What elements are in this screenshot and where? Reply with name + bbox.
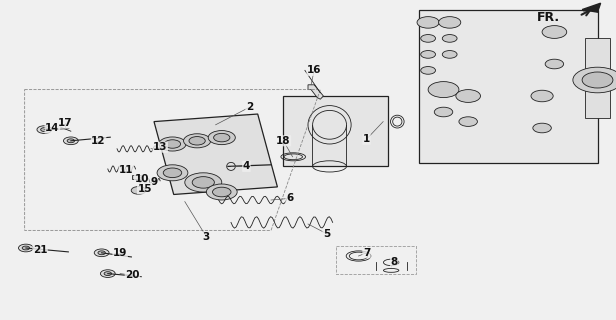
Circle shape [208,131,235,145]
Text: 14: 14 [45,123,60,133]
Circle shape [459,117,477,126]
Text: 17: 17 [57,118,72,128]
Circle shape [417,17,439,28]
Polygon shape [582,3,601,12]
Bar [585,38,610,118]
Circle shape [421,35,436,42]
Circle shape [214,133,230,142]
Bar [336,246,416,274]
Text: 7: 7 [363,248,370,258]
Text: 13: 13 [153,142,168,152]
Circle shape [206,184,237,200]
Text: FR.: FR. [537,11,560,24]
Circle shape [531,90,553,102]
Circle shape [163,168,182,178]
Circle shape [184,134,211,148]
Text: 11: 11 [119,164,134,175]
Circle shape [131,187,146,194]
Text: 2: 2 [246,102,253,112]
Circle shape [582,72,613,88]
Circle shape [533,123,551,133]
Text: 6: 6 [286,193,293,204]
Bar [132,175,141,179]
Circle shape [63,137,78,145]
Text: 4: 4 [243,161,250,172]
Text: 19: 19 [113,248,128,258]
Bar [154,114,277,195]
Circle shape [421,67,436,74]
Polygon shape [308,85,323,99]
Circle shape [67,139,75,143]
Circle shape [442,35,457,42]
Circle shape [164,140,180,148]
Text: 20: 20 [125,270,140,280]
Text: 3: 3 [203,232,210,242]
Circle shape [542,26,567,38]
Circle shape [22,246,30,250]
Circle shape [434,107,453,117]
Text: 5: 5 [323,228,330,239]
Circle shape [192,177,214,188]
Circle shape [157,165,188,181]
Circle shape [159,137,186,151]
Circle shape [428,82,459,98]
Text: 1: 1 [363,134,370,144]
Text: 10: 10 [134,174,149,184]
Text: 12: 12 [91,136,106,146]
Circle shape [185,173,222,192]
Circle shape [439,17,461,28]
Circle shape [421,51,436,58]
Circle shape [573,67,616,93]
Circle shape [37,126,52,133]
Text: 8: 8 [391,257,398,268]
Circle shape [545,59,564,69]
Circle shape [100,270,115,277]
Text: 15: 15 [137,184,152,194]
Text: 9: 9 [150,177,158,188]
Text: 16: 16 [307,65,322,76]
Bar [419,10,598,163]
Circle shape [442,51,457,58]
Circle shape [98,251,105,255]
Circle shape [94,249,109,257]
Bar [283,96,388,166]
Circle shape [18,244,33,252]
Text: 21: 21 [33,244,47,255]
Circle shape [456,90,480,102]
Circle shape [213,187,231,197]
Circle shape [104,272,111,276]
Circle shape [41,128,48,132]
Circle shape [189,137,205,145]
Text: 18: 18 [276,136,291,146]
